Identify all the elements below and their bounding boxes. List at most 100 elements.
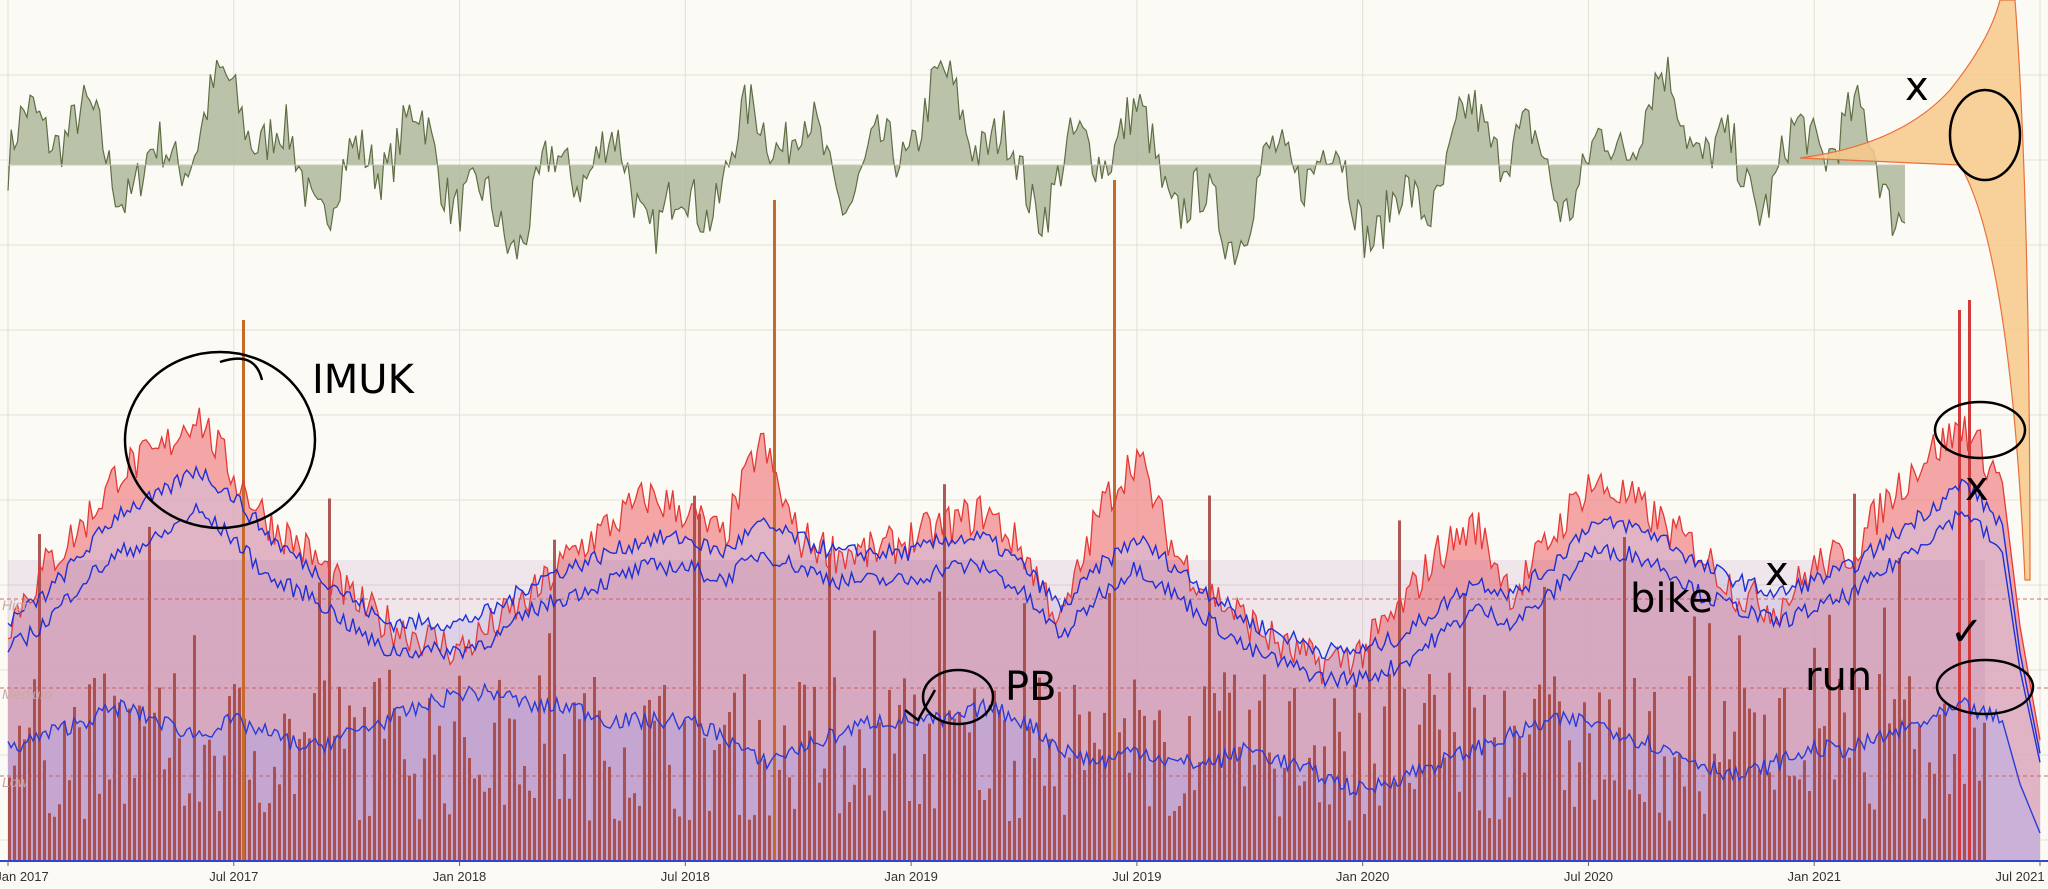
load-bar [1423, 702, 1426, 861]
load-bar [1928, 762, 1931, 861]
load-bar [1248, 709, 1251, 861]
load-bar [288, 718, 291, 861]
load-bar [48, 813, 51, 861]
load-bar [1198, 762, 1201, 861]
load-bar [488, 788, 491, 861]
x-tick-label: Jan 2020 [1336, 869, 1390, 884]
load-bar [1363, 813, 1366, 861]
load-bar [1108, 593, 1111, 861]
load-bar [253, 751, 256, 861]
load-bar [33, 679, 36, 861]
load-bar [1513, 725, 1516, 861]
load-bar [528, 790, 531, 861]
load-bar [1063, 814, 1066, 861]
load-bar [1758, 769, 1761, 861]
load-bar [393, 707, 396, 861]
load-bar [1323, 746, 1326, 861]
load-bar [703, 737, 706, 861]
series-line [7, 682, 2041, 834]
load-bar [743, 673, 746, 861]
load-bar [1318, 802, 1321, 861]
load-bar [768, 815, 771, 861]
load-bar [1643, 801, 1646, 861]
load-bar [73, 707, 76, 861]
load-bar [468, 757, 471, 861]
load-bar [1663, 756, 1666, 861]
load-bar [58, 804, 61, 861]
load-bar [1013, 760, 1016, 861]
load-bar [238, 687, 241, 861]
load-bar [1148, 806, 1151, 861]
load-bar [793, 808, 796, 861]
load-bar [1503, 690, 1506, 861]
annotation-circle [1935, 658, 2035, 716]
load-bar [1178, 806, 1181, 861]
load-bar [1713, 753, 1716, 861]
load-bar [113, 695, 116, 861]
load-bar [428, 697, 431, 861]
load-bar [13, 765, 16, 861]
x-tick-label: Jul 2019 [1112, 869, 1161, 884]
load-bar [723, 724, 726, 861]
load-bar [1183, 793, 1186, 861]
load-bar [538, 675, 541, 861]
load-bar [1678, 754, 1681, 861]
load-bar [1453, 732, 1456, 861]
load-bar [978, 789, 981, 861]
load-bar [503, 804, 506, 861]
load-bar [448, 814, 451, 861]
series-line [7, 501, 2041, 763]
load-bar [358, 820, 361, 861]
load-bar [1098, 749, 1101, 861]
load-bar [1288, 701, 1291, 861]
load-bar [1028, 726, 1031, 861]
load-bar [78, 727, 81, 861]
load-bar [973, 688, 976, 861]
load-bar [68, 780, 71, 861]
load-bar [1858, 687, 1861, 861]
load-bar [1628, 789, 1631, 861]
load-bar [1918, 725, 1921, 861]
load-bar [453, 721, 456, 861]
load-bar [1443, 757, 1446, 861]
load-bar [858, 729, 861, 861]
load-bar [1608, 699, 1611, 861]
load-bar [963, 725, 966, 861]
load-bar [553, 539, 556, 861]
load-bar [1788, 775, 1791, 861]
load-bar [1533, 698, 1536, 861]
x-tick-label: Jan 2018 [433, 869, 487, 884]
load-bar [683, 719, 686, 861]
load-bar [263, 812, 266, 861]
load-bar [533, 797, 536, 861]
load-bar [928, 723, 931, 861]
load-bar [523, 766, 526, 861]
load-bar [88, 684, 91, 861]
load-bar [1053, 786, 1056, 861]
load-bar [223, 755, 226, 861]
load-bar [1118, 732, 1121, 861]
load-bar [378, 678, 381, 861]
load-bar [1418, 724, 1421, 861]
load-bar [1658, 812, 1661, 861]
spike-bar [773, 200, 776, 861]
load-bar [848, 802, 851, 861]
load-bar [1338, 731, 1341, 861]
load-bar [1558, 701, 1561, 861]
load-bar [788, 777, 791, 861]
load-bar [518, 784, 521, 861]
load-bar [1293, 687, 1296, 861]
load-bar [1543, 586, 1546, 861]
load-bar [1728, 759, 1731, 861]
annotation-stroke [904, 689, 937, 722]
load-bar [43, 760, 46, 861]
annotation-pb: PB [1005, 664, 1057, 710]
load-bar [1388, 673, 1391, 861]
load-bar [1158, 710, 1161, 861]
load-bar [1598, 692, 1601, 861]
load-bar [498, 679, 501, 861]
load-bar [248, 779, 251, 861]
load-bar [1693, 616, 1696, 861]
load-bar [1883, 607, 1886, 861]
load-bar [813, 686, 816, 861]
